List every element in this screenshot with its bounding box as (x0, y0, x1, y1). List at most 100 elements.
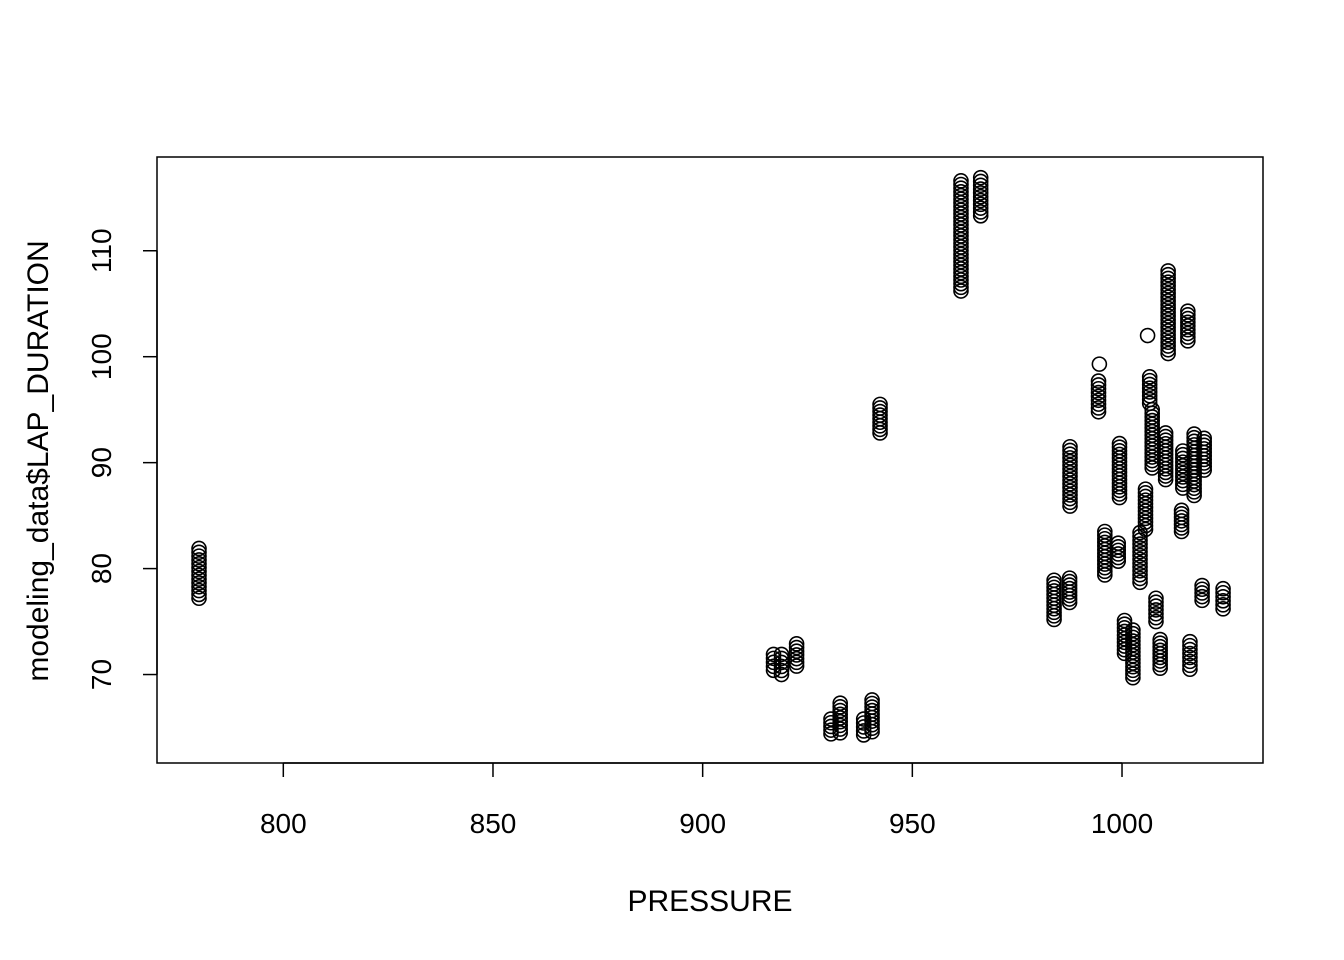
data-point (1160, 308, 1176, 324)
data-point (855, 711, 872, 727)
y-tick-label: 90 (86, 447, 117, 478)
data-point (1132, 566, 1148, 583)
data-point (1215, 601, 1231, 617)
data-point (1186, 426, 1202, 442)
data-point (1194, 581, 1210, 598)
data-point (1160, 281, 1176, 298)
data-point (1148, 602, 1164, 618)
data-point (1090, 377, 1107, 393)
data-point (1160, 326, 1176, 343)
data-point (1090, 403, 1107, 420)
data-point (1111, 439, 1128, 455)
data-point (1132, 570, 1148, 587)
data-point (1144, 405, 1161, 422)
data-point (1173, 509, 1190, 526)
data-point (953, 184, 969, 200)
data-point (1144, 409, 1161, 425)
data-point (191, 578, 207, 595)
data-point (1137, 481, 1154, 497)
data-point (1141, 384, 1158, 400)
data-point (832, 717, 849, 734)
y-tick-label: 100 (86, 333, 117, 380)
data-point (1116, 616, 1133, 632)
data-point (1110, 546, 1127, 562)
data-point (972, 207, 989, 224)
data-point (1194, 585, 1210, 601)
data-point (1091, 356, 1108, 372)
data-point (832, 721, 849, 737)
data-point (1182, 645, 1198, 662)
data-point (765, 662, 782, 679)
data-point (864, 699, 880, 715)
data-point (1125, 625, 1141, 642)
data-point (1182, 653, 1198, 670)
data-point (1175, 480, 1191, 496)
data-point (1186, 433, 1202, 450)
data-point (1160, 274, 1176, 290)
data-point (1180, 329, 1196, 345)
data-point (1182, 633, 1198, 650)
x-tick-label: 800 (260, 808, 307, 839)
data-point (832, 702, 849, 719)
data-point (1061, 577, 1078, 593)
data-point (1062, 498, 1078, 514)
data-point (1152, 638, 1168, 655)
data-point (1160, 266, 1176, 283)
data-point (1090, 380, 1107, 397)
data-point (1180, 310, 1196, 327)
data-point (1182, 661, 1198, 678)
data-point (1160, 323, 1176, 339)
data-point (1144, 412, 1161, 429)
data-point (1046, 576, 1062, 592)
data-point (1157, 425, 1174, 441)
data-point (1160, 289, 1176, 305)
data-point (1148, 609, 1164, 626)
data-point (1137, 484, 1154, 501)
data-point (1160, 315, 1176, 332)
data-point (953, 176, 969, 193)
data-point (1125, 622, 1141, 638)
data-point (1062, 461, 1078, 477)
data-point (972, 181, 989, 197)
data-point (1062, 450, 1078, 466)
data-point (1062, 479, 1078, 496)
data-point (1160, 345, 1176, 362)
x-axis-title: PRESSURE (627, 885, 792, 918)
data-point (191, 567, 207, 584)
data-point (823, 726, 839, 742)
data-point (191, 559, 207, 576)
data-point (972, 204, 989, 220)
y-tick-label: 70 (86, 659, 117, 690)
data-point (1175, 476, 1191, 493)
data-point (1215, 592, 1231, 609)
data-point (1141, 376, 1158, 393)
data-point (1116, 612, 1133, 629)
data-point (1090, 384, 1107, 401)
data-point (1152, 631, 1168, 648)
data-point (872, 403, 888, 420)
data-point (1062, 438, 1078, 455)
data-point (788, 647, 805, 663)
data-point (1148, 590, 1164, 607)
data-point (972, 196, 989, 213)
data-point (872, 407, 888, 423)
data-point (1160, 263, 1176, 279)
data-point (1110, 535, 1127, 551)
data-point (864, 702, 880, 719)
data-point (1111, 442, 1128, 459)
data-point (1160, 300, 1176, 317)
data-point (1062, 483, 1078, 500)
x-tick-label: 950 (889, 808, 936, 839)
data-point (832, 699, 849, 715)
data-point (1090, 373, 1107, 389)
data-point (1132, 551, 1148, 568)
data-point (1062, 464, 1078, 481)
data-point (1182, 641, 1198, 658)
data-point (972, 188, 989, 205)
data-point (1125, 629, 1141, 646)
plot-frame (156, 156, 1264, 764)
data-point (1148, 613, 1164, 630)
data-point (1111, 435, 1128, 452)
data-point (1215, 588, 1231, 605)
